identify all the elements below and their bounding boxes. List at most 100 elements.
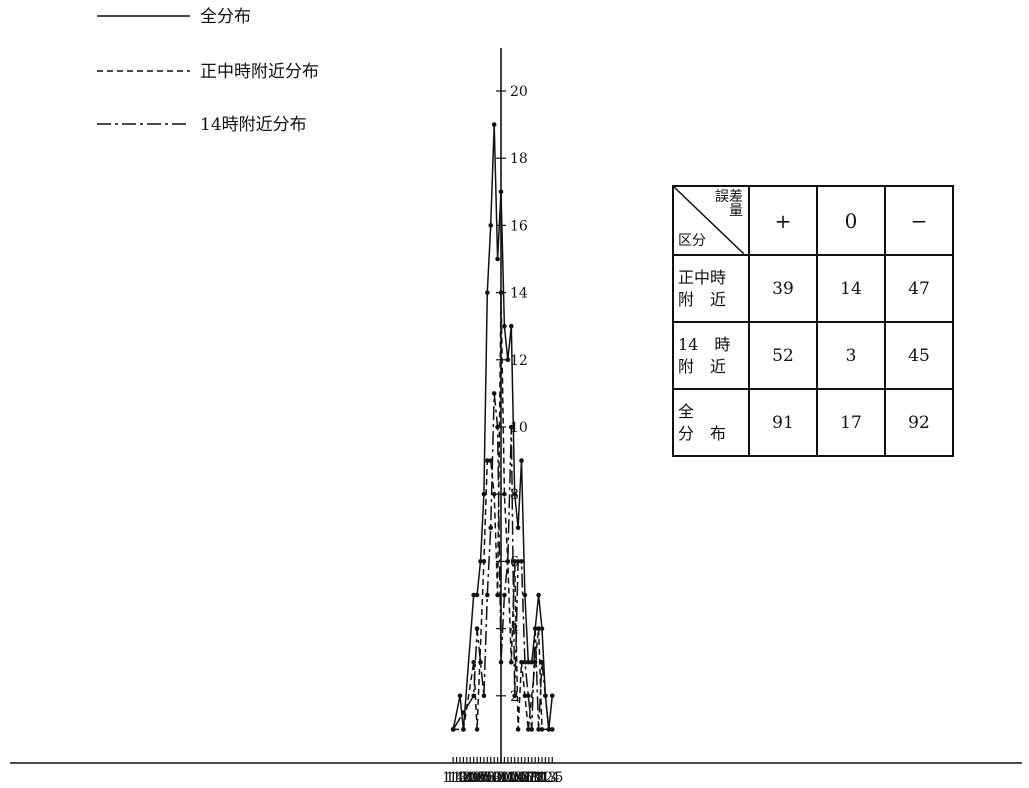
data-point (508, 424, 514, 430)
x-tick-label: 0.1 (493, 770, 515, 786)
data-point (491, 491, 497, 497)
data-point (498, 659, 504, 665)
data-point (474, 592, 480, 598)
x-tick-label: 1.0 (524, 770, 546, 786)
data-point (471, 592, 476, 598)
data-point (512, 693, 517, 699)
y-tick-label: 20 (510, 84, 528, 100)
data-point (522, 659, 528, 665)
x-tick-label: 0.5 (507, 770, 529, 786)
series-line-dashed (453, 291, 553, 731)
x-tick-label: 1.5 (541, 770, 563, 786)
data-point (512, 559, 517, 564)
data-point (508, 323, 514, 329)
data-point (502, 592, 507, 598)
data-point (519, 659, 524, 665)
x-tick-label: 0.4 (476, 770, 498, 786)
col-header-zero: 0 (816, 185, 886, 256)
y-tick-label: 10 (510, 420, 528, 436)
data-point (488, 223, 494, 228)
data-point (515, 525, 521, 531)
row-label-bottom: 附 近 (678, 356, 727, 376)
data-point (532, 626, 538, 631)
legend-label: 全分布 (200, 7, 251, 27)
data-point (461, 727, 466, 732)
x-tick-label: 0.6 (469, 770, 491, 786)
data-point (522, 592, 528, 598)
x-tick-label: 0.7 (466, 770, 488, 786)
x-tick-label: 0.2 (483, 770, 505, 786)
data-point (536, 727, 541, 732)
row-label: 全 分 布 (672, 388, 750, 457)
col-header-plus: + (748, 185, 818, 256)
data-point (474, 626, 480, 631)
x-tick-label: 1.2 (449, 770, 471, 786)
data-point (519, 458, 524, 463)
data-point (529, 727, 535, 732)
summary-table: 誤差量 区分 + 0 − 正中時 附 近 39 14 47 14 時 附 近 5… (672, 185, 954, 457)
x-tick-label: 0.3 (480, 770, 502, 786)
x-tick-label: 0.1 (486, 770, 508, 786)
table-row: 全 分 布 91 17 92 (672, 388, 954, 457)
data-point (512, 491, 517, 497)
table-cell: 92 (884, 388, 954, 457)
x-tick-label: 0.4 (504, 770, 526, 786)
row-label-bottom: 附 近 (678, 289, 727, 309)
x-tick-label: 0.2 (497, 770, 519, 786)
table-cell: 91 (748, 388, 818, 457)
data-point (505, 559, 511, 564)
data-point (485, 458, 490, 463)
table-cell: 39 (748, 254, 818, 323)
data-point (532, 659, 538, 665)
data-point (498, 189, 504, 195)
y-tick-label: 12 (510, 353, 528, 369)
data-point (478, 659, 483, 665)
x-tick-label: 0.9 (521, 770, 543, 786)
data-point (526, 659, 531, 665)
x-tick-label: 0.3 (500, 770, 522, 786)
x-tick-label: 0.9 (459, 770, 481, 786)
table-row: 正中時 附 近 39 14 47 (672, 254, 954, 323)
legend-label: 14時附近分布 (200, 115, 307, 135)
x-tick-label: 1.1 (527, 770, 549, 786)
data-point (481, 559, 487, 564)
table-cell: 3 (816, 321, 886, 390)
table-cell: 14 (816, 254, 886, 323)
data-point (498, 290, 504, 295)
data-point (450, 727, 456, 732)
data-point (478, 559, 483, 564)
y-tick-label: 14 (510, 286, 528, 302)
data-point (491, 391, 497, 396)
corner-diagonal (674, 187, 744, 254)
data-point (502, 491, 507, 497)
table-cell: 45 (884, 321, 954, 390)
corner-top-label: 誤差量 (715, 189, 743, 219)
x-tick-label: 0.8 (463, 770, 485, 786)
data-point (515, 559, 521, 564)
data-point (539, 727, 545, 732)
data-point (488, 525, 494, 531)
table-header-row: 誤差量 区分 + 0 − (672, 185, 954, 256)
data-point (502, 323, 507, 329)
data-point (536, 626, 541, 631)
x-tick-label: 1.4 (442, 770, 464, 786)
data-point (495, 592, 500, 598)
series-lines (450, 122, 555, 732)
data-point (471, 693, 476, 699)
x-tick-label: 0.7 (514, 770, 536, 786)
data-point (549, 693, 555, 699)
col-header-minus: − (884, 185, 954, 256)
table-cell: 47 (884, 254, 954, 323)
data-point (536, 592, 541, 598)
data-point (485, 592, 490, 598)
row-label-top: 正中時 (678, 267, 727, 287)
y-tick-label: 18 (510, 151, 528, 167)
data-point (515, 727, 521, 732)
x-tick-label: 0.6 (510, 770, 532, 786)
x-tick-label: 1.4 (538, 770, 560, 786)
axes: 1.41.31.21.11.00.90.80.70.60.50.40.30.20… (10, 48, 1022, 786)
table-row: 14 時 附 近 52 3 45 (672, 321, 954, 390)
row-label-top: 14 時 (678, 334, 731, 354)
data-point (529, 659, 535, 665)
